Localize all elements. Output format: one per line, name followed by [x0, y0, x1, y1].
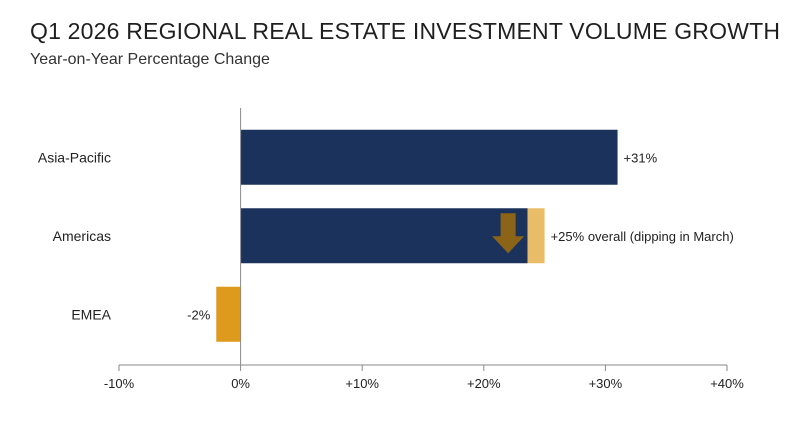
x-tick-label: +20% [467, 376, 501, 391]
bar-dip-segment-americas [527, 208, 545, 264]
category-label-americas: Americas [53, 228, 111, 244]
x-tick-label: +40% [710, 376, 744, 391]
data-label-americas: +25% overall (dipping in March) [551, 229, 734, 244]
category-label-asia-pacific: Asia-Pacific [38, 149, 111, 165]
x-tick-label: -10% [104, 376, 135, 391]
bar-americas [240, 208, 528, 264]
x-tick-label: +30% [589, 376, 623, 391]
bar-asia-pacific [240, 129, 618, 185]
data-label-emea: -2% [187, 307, 211, 322]
chart-title: Q1 2026 REGIONAL REAL ESTATE INVESTMENT … [30, 18, 781, 44]
bar-emea [216, 286, 241, 342]
chart-subtitle: Year-on-Year Percentage Change [30, 51, 270, 68]
down-arrow-icon [492, 213, 525, 254]
data-label-asia-pacific: +31% [624, 150, 658, 165]
x-tick-label: +10% [345, 376, 379, 391]
x-tick-label: 0% [231, 376, 250, 391]
category-label-emea: EMEA [71, 306, 111, 322]
